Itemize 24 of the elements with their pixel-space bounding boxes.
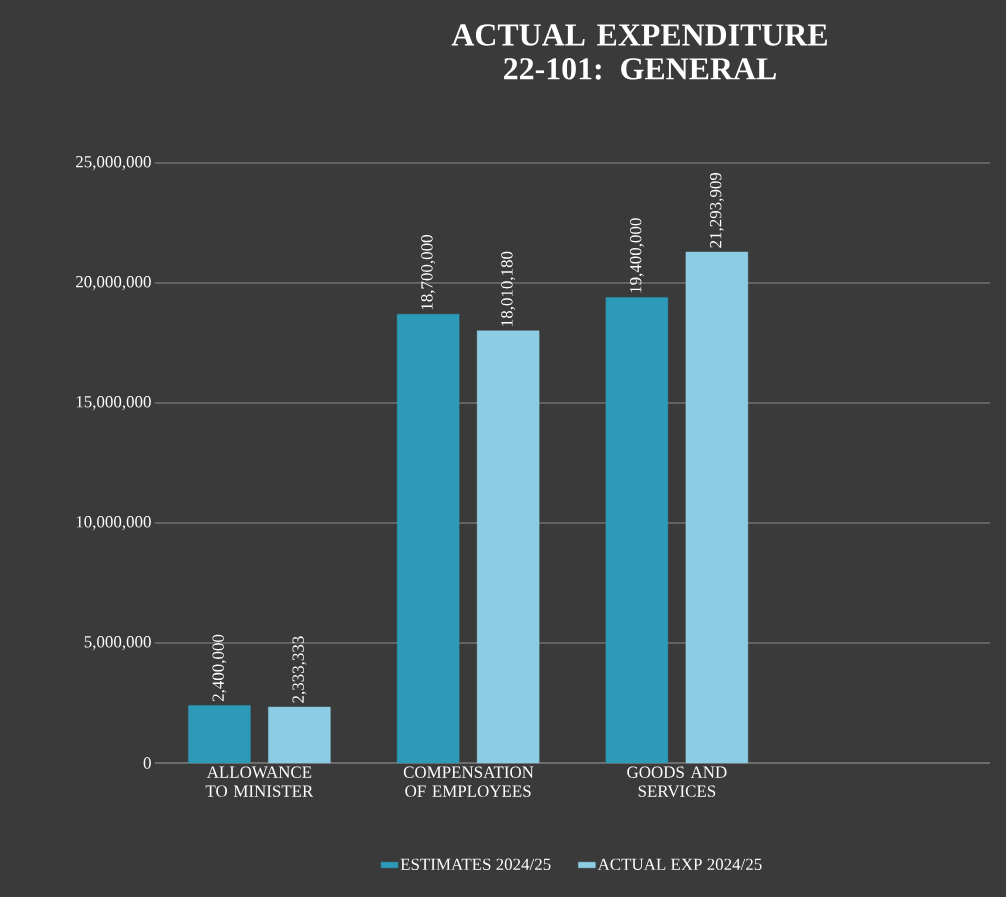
bar [685, 251, 749, 764]
bar [268, 706, 331, 764]
bar [476, 330, 540, 764]
y-tick-label: 0 [143, 757, 151, 769]
data-label: 21,293,909 [709, 172, 724, 248]
data-label: 2,400,000 [212, 634, 227, 702]
data-label: 18,010,180 [501, 251, 516, 326]
bar [188, 705, 251, 764]
data-label: 19,400,000 [629, 218, 644, 293]
bar [605, 297, 669, 764]
legend-label: ACTUAL EXP 2024/25 [597, 858, 762, 871]
x-tick-label: ALLOWANCE TO MINISTER [205, 766, 314, 797]
bar [396, 313, 460, 764]
y-tick-label: 15,000,000 [76, 396, 151, 410]
y-tick-label: 25,000,000 [76, 156, 151, 170]
y-tick-label: 20,000,000 [76, 276, 151, 290]
x-tick-label: COMPENSATION OF EMPLOYEES [403, 766, 534, 797]
data-label: 18,700,000 [421, 235, 436, 310]
data-label: 2,333,333 [292, 636, 307, 703]
legend-label: ESTIMATES 2024/25 [400, 858, 551, 871]
chart-title: ACTUAL EXPENDITURE 22-101: GENERAL [451, 24, 827, 80]
x-tick-label: GOODS AND SERVICES [627, 766, 727, 797]
y-tick-label: 5,000,000 [84, 636, 151, 650]
y-tick-label: 10,000,000 [76, 516, 151, 530]
